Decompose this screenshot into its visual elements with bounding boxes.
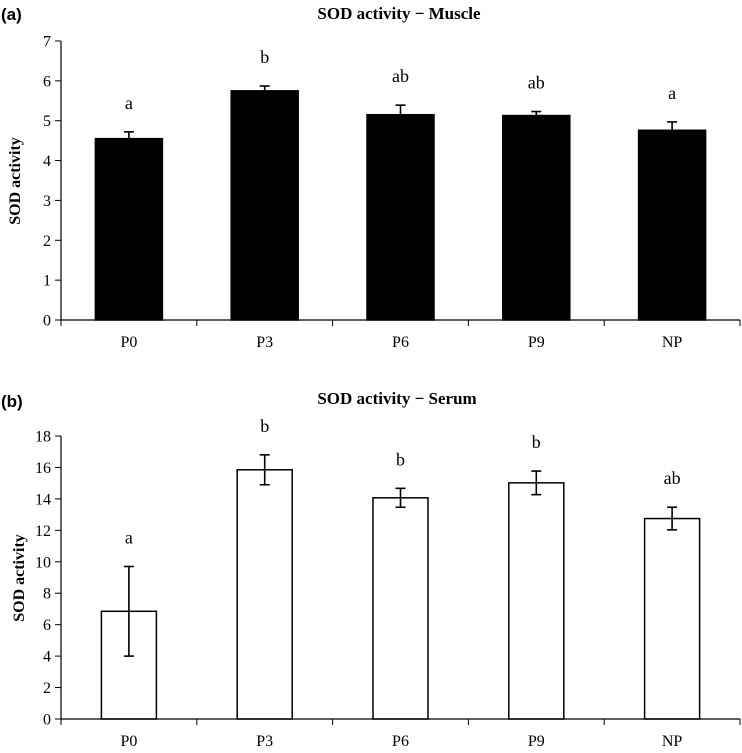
x-tick-label: P9 [528, 334, 545, 351]
y-tick-label: 0 [43, 313, 51, 330]
bar-p0 [94, 137, 164, 321]
y-tick-label: 2 [43, 680, 51, 697]
x-tick-label: P3 [256, 733, 273, 750]
x-tick-label: NP [662, 334, 683, 351]
x-tick-label: P3 [256, 334, 273, 351]
x-tick-label: NP [662, 733, 683, 750]
bar-np [643, 517, 701, 720]
axes-serum [60, 436, 741, 725]
bar-np [637, 129, 707, 321]
y-tick-label: 6 [43, 73, 51, 90]
significance-letter: b [532, 432, 541, 452]
bar-p3 [230, 90, 299, 321]
bar-p3 [236, 469, 293, 720]
significance-letter: a [125, 93, 133, 113]
y-tick-label: 8 [43, 586, 51, 603]
bar-p6 [372, 497, 429, 720]
x-labels-muscle: P0 P3 P6 P9 NP [120, 334, 682, 351]
x-tick-label: P6 [392, 334, 409, 351]
significance-letter: a [125, 527, 133, 547]
panel-muscle: (a) SOD activity − Muscle SOD activity 0… [1, 4, 741, 351]
y-tick-label: 5 [43, 113, 51, 130]
y-tick-label: 16 [35, 460, 51, 477]
x-tick-label: P0 [120, 334, 137, 351]
panel-label-b: (b) [1, 392, 23, 411]
y-tick-label: 10 [35, 554, 51, 571]
significance-letter: b [396, 449, 405, 469]
y-axis-label-serum: SOD activity [11, 534, 28, 622]
panel-label-a: (a) [1, 5, 22, 24]
y-tick-label: 2 [43, 233, 51, 250]
y-axis-label-muscle: SOD activity [7, 137, 24, 225]
y-tick-label: 0 [43, 712, 51, 729]
significance-letter: ab [392, 66, 409, 86]
y-tick-label: 18 [35, 429, 51, 446]
y-tick-label: 3 [43, 193, 51, 210]
bar-p6 [366, 113, 435, 321]
chart-title-muscle: SOD activity − Muscle [317, 4, 481, 23]
x-tick-label: P0 [120, 733, 137, 750]
y-tick-label: 14 [35, 491, 51, 508]
significance-letter: ab [664, 468, 681, 488]
y-tick-label: 6 [43, 617, 51, 634]
y-tick-label: 7 [43, 34, 51, 51]
y-tick-label: 4 [43, 153, 51, 170]
bar-p9 [502, 114, 571, 321]
x-tick-label: P9 [528, 733, 545, 750]
y-ticks-serum: 0 2 4 6 8 10 12 14 16 18 [35, 429, 61, 729]
y-tick-label: 4 [43, 649, 51, 666]
significance-letter: ab [528, 73, 545, 93]
chart-title-serum: SOD activity − Serum [317, 389, 476, 408]
y-ticks-muscle: 0 1 2 3 4 5 6 7 [43, 34, 61, 330]
significance-letter: a [668, 83, 676, 103]
panel-serum: (b) SOD activity − Serum SOD activity 0 2… [1, 389, 741, 750]
x-labels-serum: P0 P3 P6 P9 NP [120, 733, 682, 750]
y-tick-label: 1 [43, 273, 51, 290]
significance-letter: b [260, 47, 269, 67]
axes-muscle [60, 41, 741, 326]
significance-letter: b [260, 416, 269, 436]
y-tick-label: 12 [35, 523, 51, 540]
bar-p9 [508, 482, 565, 720]
x-tick-label: P6 [392, 733, 409, 750]
